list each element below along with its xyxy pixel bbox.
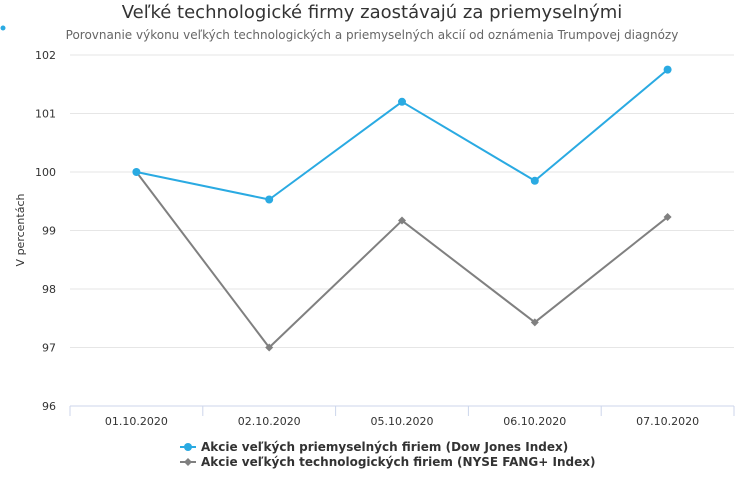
legend-item-2[interactable]: Akcie veľkých technologických firiem (NY…: [180, 455, 595, 469]
y-tick-label: 102: [35, 49, 56, 62]
data-point[interactable]: [132, 168, 141, 176]
y-axis-title: V percentách: [14, 194, 27, 267]
menu-dot-icon[interactable]: [0, 25, 6, 31]
series-line: [135, 68, 669, 201]
x-tick-label: 01.10.2020: [105, 415, 168, 428]
data-point[interactable]: [265, 343, 274, 352]
series-2: [132, 168, 672, 352]
legend: Akcie veľkých priemyselných firiem (Dow …: [180, 440, 595, 469]
x-tick-label: 06.10.2020: [503, 415, 566, 428]
legend-label: Akcie veľkých priemyselných firiem (Dow …: [201, 440, 568, 454]
data-point[interactable]: [398, 97, 406, 106]
y-tick-label: 100: [35, 166, 56, 179]
y-tick-label: 96: [42, 400, 56, 413]
data-point[interactable]: [663, 213, 672, 222]
legend-label: Akcie veľkých technologických firiem (NY…: [201, 455, 595, 469]
series-1: [132, 65, 672, 204]
data-point[interactable]: [530, 318, 539, 327]
y-tick-label: 99: [42, 225, 56, 238]
x-tick-label: 05.10.2020: [371, 415, 434, 428]
y-tick-label: 97: [42, 342, 56, 355]
legend-marker: [184, 458, 192, 466]
data-point[interactable]: [530, 176, 539, 185]
x-tick-label: 07.10.2020: [636, 415, 699, 428]
data-point[interactable]: [663, 65, 672, 74]
series-layer: [132, 65, 672, 352]
x-tick-label: 02.10.2020: [238, 415, 301, 428]
y-tick-label: 98: [42, 283, 56, 296]
y-tick-label: 101: [35, 108, 56, 121]
series-line: [135, 171, 669, 349]
data-point[interactable]: [398, 216, 406, 225]
chart-subtitle: Porovnanie výkonu veľkých technologickýc…: [66, 28, 679, 42]
legend-item-1[interactable]: Akcie veľkých priemyselných firiem (Dow …: [180, 440, 568, 454]
data-point[interactable]: [265, 195, 274, 204]
axes: 96 97 98 99 100 101 102 01.10.2020 02.10.2020 05.…: [35, 49, 735, 428]
legend-marker: [184, 443, 192, 451]
chart-title: Veľké technologické firmy zaostávajú za …: [122, 2, 623, 23]
